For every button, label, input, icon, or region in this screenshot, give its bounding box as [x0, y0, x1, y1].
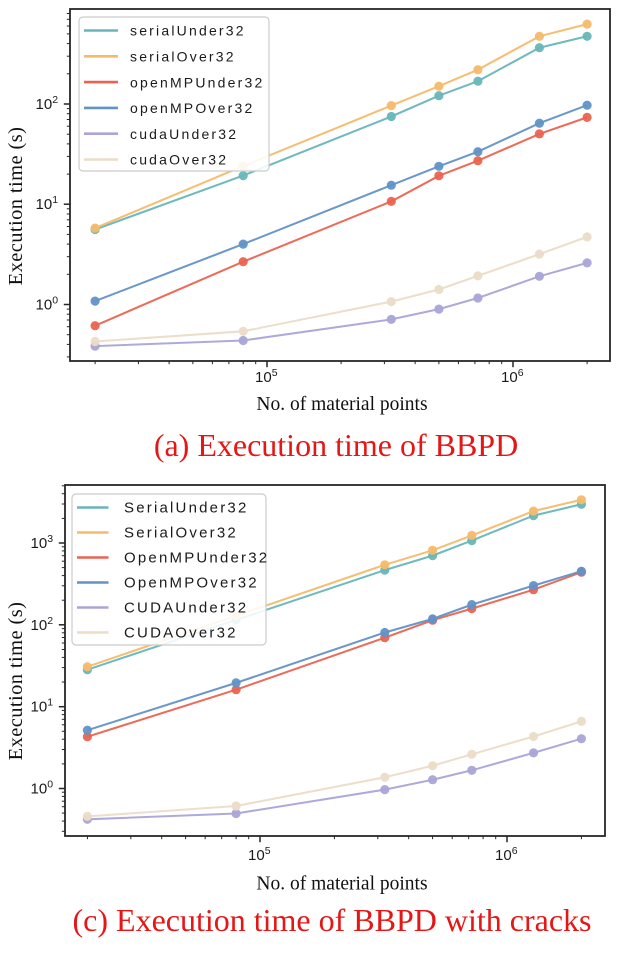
- svg-text:openMPUnder32: openMPUnder32: [130, 74, 264, 90]
- svg-text:SerialOver32: SerialOver32: [124, 525, 238, 542]
- svg-text:(a) Execution time of BBPD: (a) Execution time of BBPD: [154, 427, 518, 463]
- svg-text:(c) Execution time of BBPD wit: (c) Execution time of BBPD with cracks: [73, 902, 592, 938]
- svg-text:serialUnder32: serialUnder32: [130, 23, 246, 39]
- svg-text:openMPOver32: openMPOver32: [130, 100, 254, 116]
- svg-text:Execution time (s): Execution time (s): [5, 127, 27, 286]
- svg-text:Execution time (s): Execution time (s): [5, 602, 27, 761]
- svg-text:CUDAUnder32: CUDAUnder32: [124, 600, 248, 617]
- svg-text:cudaUnder32: cudaUnder32: [130, 126, 238, 142]
- svg-text:SerialUnder32: SerialUnder32: [124, 500, 249, 517]
- svg-text:cudaOver32: cudaOver32: [130, 152, 228, 168]
- svg-text:CUDAOver32: CUDAOver32: [124, 625, 238, 642]
- svg-text:No. of material points: No. of material points: [256, 394, 427, 415]
- svg-text:No. of material points: No. of material points: [256, 874, 427, 895]
- svg-text:serialOver32: serialOver32: [130, 49, 236, 65]
- svg-text:OpenMPUnder32: OpenMPUnder32: [124, 550, 269, 567]
- svg-text:OpenMPOver32: OpenMPOver32: [124, 575, 259, 592]
